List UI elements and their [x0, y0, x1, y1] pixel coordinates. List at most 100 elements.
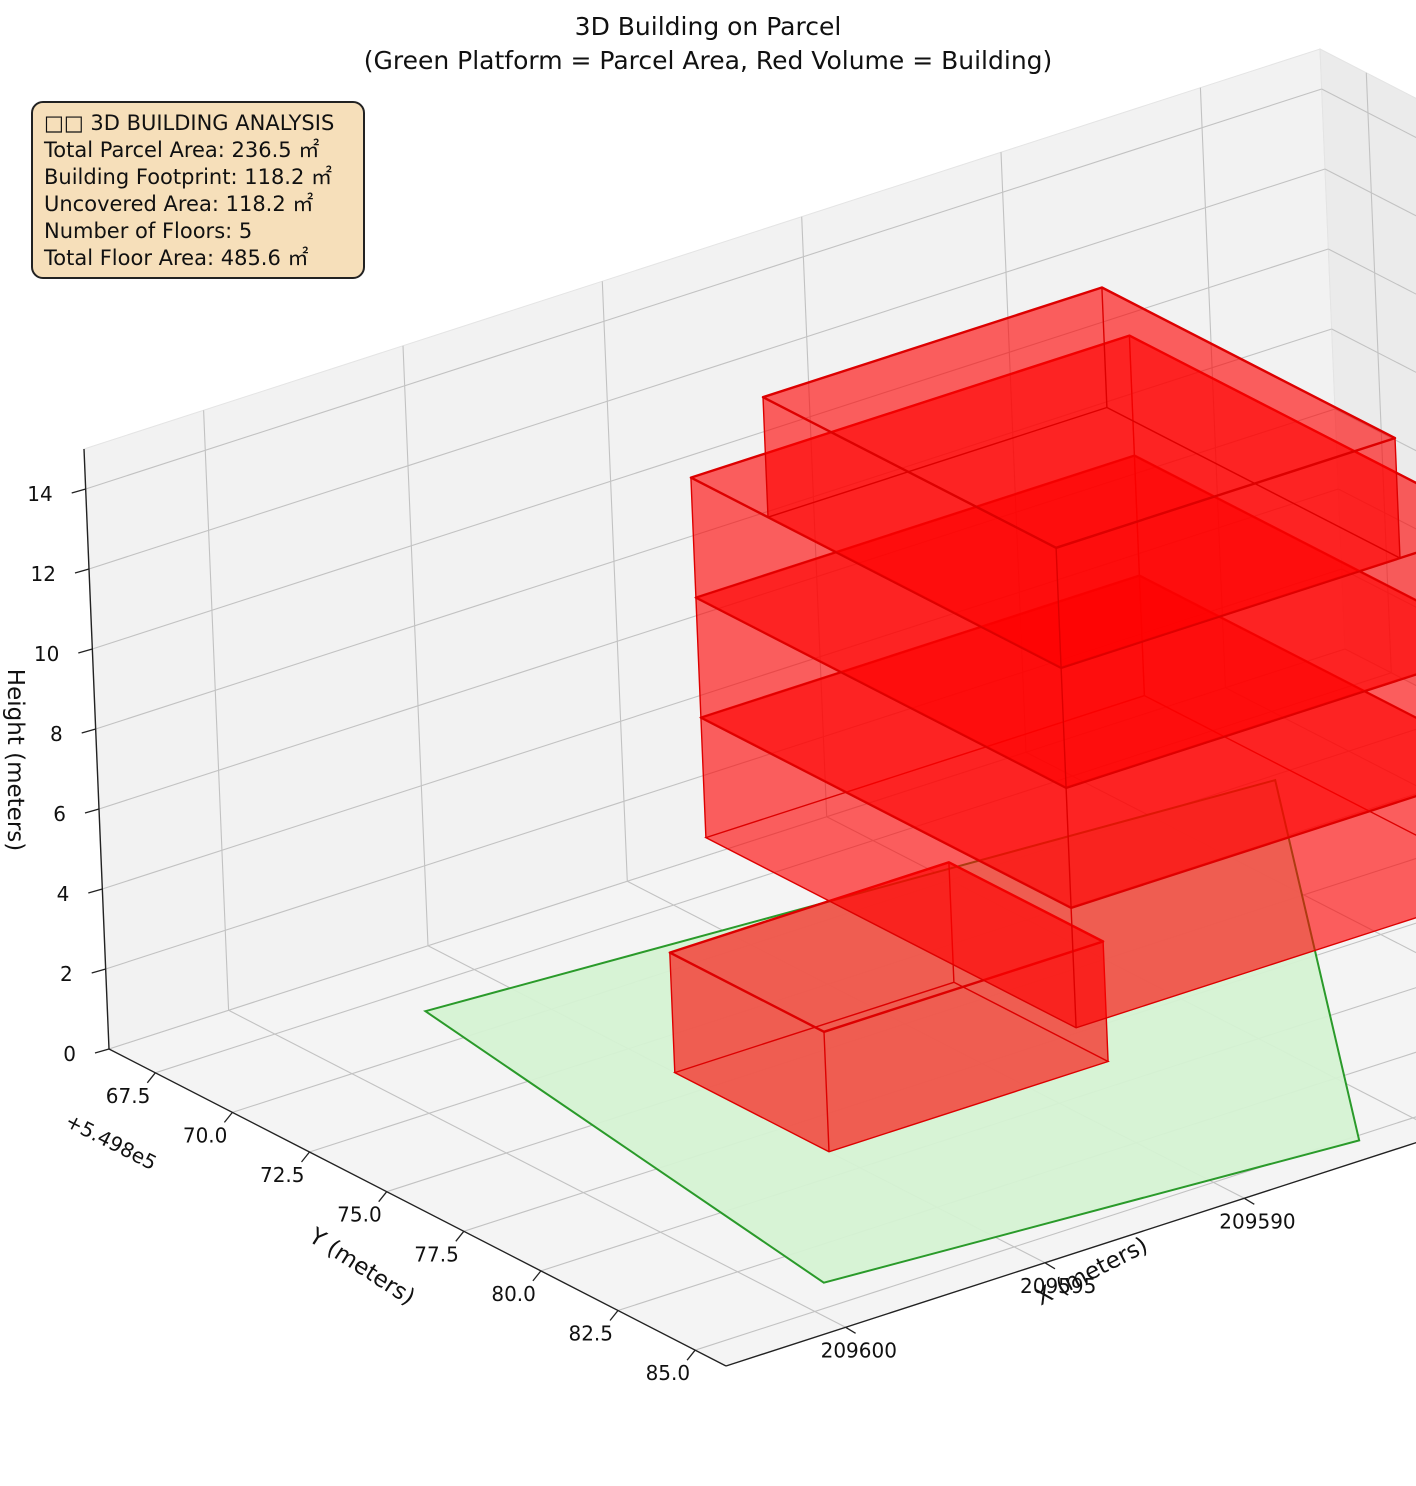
floor-3-vertical-edge	[1133, 455, 1141, 576]
z-tick	[88, 888, 103, 894]
floor-1-side-face	[669, 862, 954, 1073]
grid-line-z-left	[95, 328, 1332, 730]
grid-line-x-wall	[1000, 152, 1027, 753]
y-tick	[609, 1310, 619, 1321]
y-tick-label: 67.5	[106, 1084, 151, 1108]
z-axis-line	[83, 448, 110, 1050]
z-tick-label: 12	[31, 562, 56, 586]
z-tick-label: 10	[34, 642, 59, 666]
floor-4-front-left-face	[690, 477, 1067, 788]
z-tick	[78, 648, 93, 654]
parcel-platform	[423, 778, 1361, 1284]
x-tick-label: 209600	[821, 1338, 897, 1362]
floor-5-front-right-face	[1056, 438, 1400, 668]
infobox-heading: □□ 3D BUILDING ANALYSIS	[44, 111, 335, 135]
z-tick	[74, 568, 90, 574]
z-tick-label: 0	[63, 1042, 76, 1066]
grid-line-z-left	[85, 88, 1322, 490]
floor-3-vertical-edge	[695, 597, 702, 718]
chart-title: 3D Building on Parcel	[574, 12, 842, 41]
z-tick-label: 6	[53, 802, 66, 826]
floor-2-vertical-edge	[700, 717, 707, 838]
x-axis-line	[725, 1141, 1416, 1367]
floor-5-vertical-edge	[1394, 438, 1401, 559]
grid-line-z-left	[88, 168, 1326, 570]
z-tick-label: 4	[57, 882, 70, 906]
floor-3-bottom-face	[700, 575, 1416, 908]
infobox-floor-area: Total Floor Area: 485.6 ㎡	[44, 246, 309, 270]
floor-3-side-face	[695, 455, 1140, 718]
floor-3-front-right-face	[1066, 674, 1416, 908]
y-tick	[378, 1191, 388, 1203]
floor-2-front-right-face	[1071, 796, 1416, 1028]
z-tick	[81, 728, 96, 734]
infobox-uncovered: Uncovered Area: 118.2 ㎡	[44, 192, 314, 216]
y-tick	[223, 1111, 233, 1123]
y-axis-title: Y (meters)	[303, 1223, 419, 1311]
floor-4-vertical-edge	[1060, 667, 1067, 788]
floor-3-top-face	[695, 455, 1416, 788]
y-tick	[455, 1230, 465, 1242]
floor-4-vertical-edge	[690, 477, 697, 598]
floor-2-vertical-edge	[1138, 575, 1146, 696]
floor-4-side-face	[690, 335, 1135, 598]
grid-line-z-left	[105, 568, 1342, 970]
analysis-infobox: □□ 3D BUILDING ANALYSIS Total Parcel Are…	[31, 101, 365, 279]
floor-5-vertical-edge	[1055, 547, 1062, 668]
y-tick-label: 85.0	[646, 1361, 691, 1385]
infobox-footprint: Building Footprint: 118.2 ㎡	[44, 165, 333, 189]
floor-1-vertical-edge	[823, 1031, 830, 1152]
y-tick-label: 70.0	[183, 1123, 228, 1147]
floor-4-bottom-face	[695, 455, 1416, 788]
grid-line-y-wall	[1365, 72, 1392, 673]
floor-2-vertical-edge	[1070, 907, 1077, 1028]
floor-4-front-right-face	[1061, 552, 1416, 788]
z-tick	[94, 1048, 110, 1054]
y-tick	[686, 1349, 696, 1361]
x-tick	[845, 1326, 856, 1334]
axes	[71, 448, 1416, 1367]
y-axis-line	[108, 1048, 727, 1367]
y-tick-label: 80.0	[491, 1282, 536, 1306]
z-tick-label: 8	[50, 722, 63, 746]
grid-line-x-floor	[228, 1009, 846, 1328]
floor-1-vertical-edge	[1102, 941, 1109, 1062]
z-tick-label: 14	[27, 482, 52, 506]
floor-4-back-face	[1129, 335, 1416, 601]
y-tick-label: 72.5	[260, 1163, 305, 1187]
floor-3-vertical-edge	[1065, 787, 1072, 908]
z-tick	[91, 968, 106, 974]
floor-1-front-left-face	[669, 952, 829, 1152]
y-tick	[146, 1072, 156, 1084]
grid-line-x-wall	[801, 216, 828, 817]
floor-5-side-face	[763, 287, 1107, 518]
y-tick-label: 77.5	[414, 1242, 459, 1266]
floor-5-top-face	[763, 287, 1395, 548]
grid-line-x-wall	[203, 410, 230, 1011]
x-tick-label: 209590	[1219, 1209, 1295, 1233]
infobox-parcel-area: Total Parcel Area: 236.5 ㎡	[44, 138, 320, 162]
infobox-floors: Number of Floors: 5	[44, 219, 253, 243]
floor-4-vertical-edge	[1128, 335, 1136, 456]
floor-2-back-face	[1139, 575, 1416, 836]
x-tick	[1243, 1197, 1255, 1205]
floor-2-front-left-face	[700, 717, 1077, 1028]
grid-line-x-wall	[402, 345, 429, 946]
floor-1-front-right-face	[824, 941, 1109, 1152]
z-tick	[71, 488, 86, 494]
building-layer	[668, 286, 1416, 1153]
y-tick	[300, 1151, 311, 1163]
parcel-layer	[423, 778, 1361, 1284]
z-tick-label: 2	[60, 962, 73, 986]
chart-subtitle: (Green Platform = Parcel Area, Red Volum…	[363, 46, 1053, 75]
grid-line-x-wall	[1199, 87, 1226, 688]
grid-line-x-floor	[1025, 751, 1416, 954]
y-offset-label: +5.498e5	[62, 1109, 161, 1175]
z-tick	[84, 808, 100, 814]
floor-2-top-face	[700, 575, 1416, 908]
z-axis-title: Height (meters)	[2, 669, 28, 851]
x-tick-label: 209595	[1020, 1274, 1096, 1298]
grid-line-x-wall	[601, 281, 628, 882]
floor-2-bottom-face	[705, 695, 1416, 1028]
